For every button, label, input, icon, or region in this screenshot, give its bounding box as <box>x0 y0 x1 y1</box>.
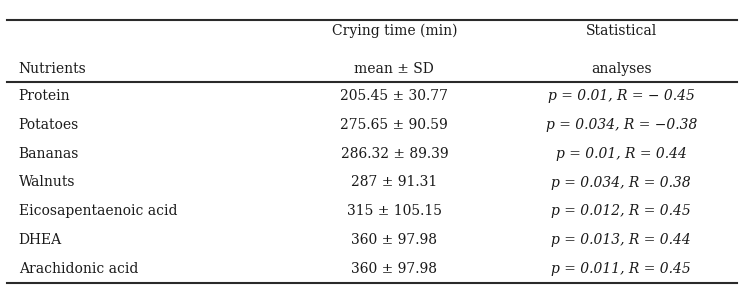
Text: DHEA: DHEA <box>19 233 62 247</box>
Text: 360 ± 97.98: 360 ± 97.98 <box>351 233 437 247</box>
Text: Eicosapentaenoic acid: Eicosapentaenoic acid <box>19 204 177 218</box>
Text: p = 0.034, R = 0.38: p = 0.034, R = 0.38 <box>551 175 691 190</box>
Text: Arachidonic acid: Arachidonic acid <box>19 262 138 276</box>
Text: 286.32 ± 89.39: 286.32 ± 89.39 <box>341 147 448 161</box>
Text: p = 0.01, R = − 0.45: p = 0.01, R = − 0.45 <box>548 89 695 103</box>
Text: Nutrients: Nutrients <box>19 62 86 76</box>
Text: analyses: analyses <box>591 62 652 76</box>
Text: Crying time (min): Crying time (min) <box>332 23 457 38</box>
Text: 205.45 ± 30.77: 205.45 ± 30.77 <box>340 89 449 103</box>
Text: Bananas: Bananas <box>19 147 79 161</box>
Text: Potatoes: Potatoes <box>19 118 79 132</box>
Text: 287 ± 91.31: 287 ± 91.31 <box>351 175 437 190</box>
Text: Protein: Protein <box>19 89 70 103</box>
Text: 275.65 ± 90.59: 275.65 ± 90.59 <box>341 118 448 132</box>
Text: 360 ± 97.98: 360 ± 97.98 <box>351 262 437 276</box>
Text: p = 0.011, R = 0.45: p = 0.011, R = 0.45 <box>551 262 691 276</box>
Text: mean ± SD: mean ± SD <box>354 62 434 76</box>
Text: p = 0.01, R = 0.44: p = 0.01, R = 0.44 <box>556 147 687 161</box>
Text: p = 0.034, R = −0.38: p = 0.034, R = −0.38 <box>545 118 697 132</box>
Text: Walnuts: Walnuts <box>19 175 75 190</box>
Text: 315 ± 105.15: 315 ± 105.15 <box>347 204 442 218</box>
Text: p = 0.013, R = 0.44: p = 0.013, R = 0.44 <box>551 233 691 247</box>
Text: Statistical: Statistical <box>586 24 657 38</box>
Text: p = 0.012, R = 0.45: p = 0.012, R = 0.45 <box>551 204 691 218</box>
